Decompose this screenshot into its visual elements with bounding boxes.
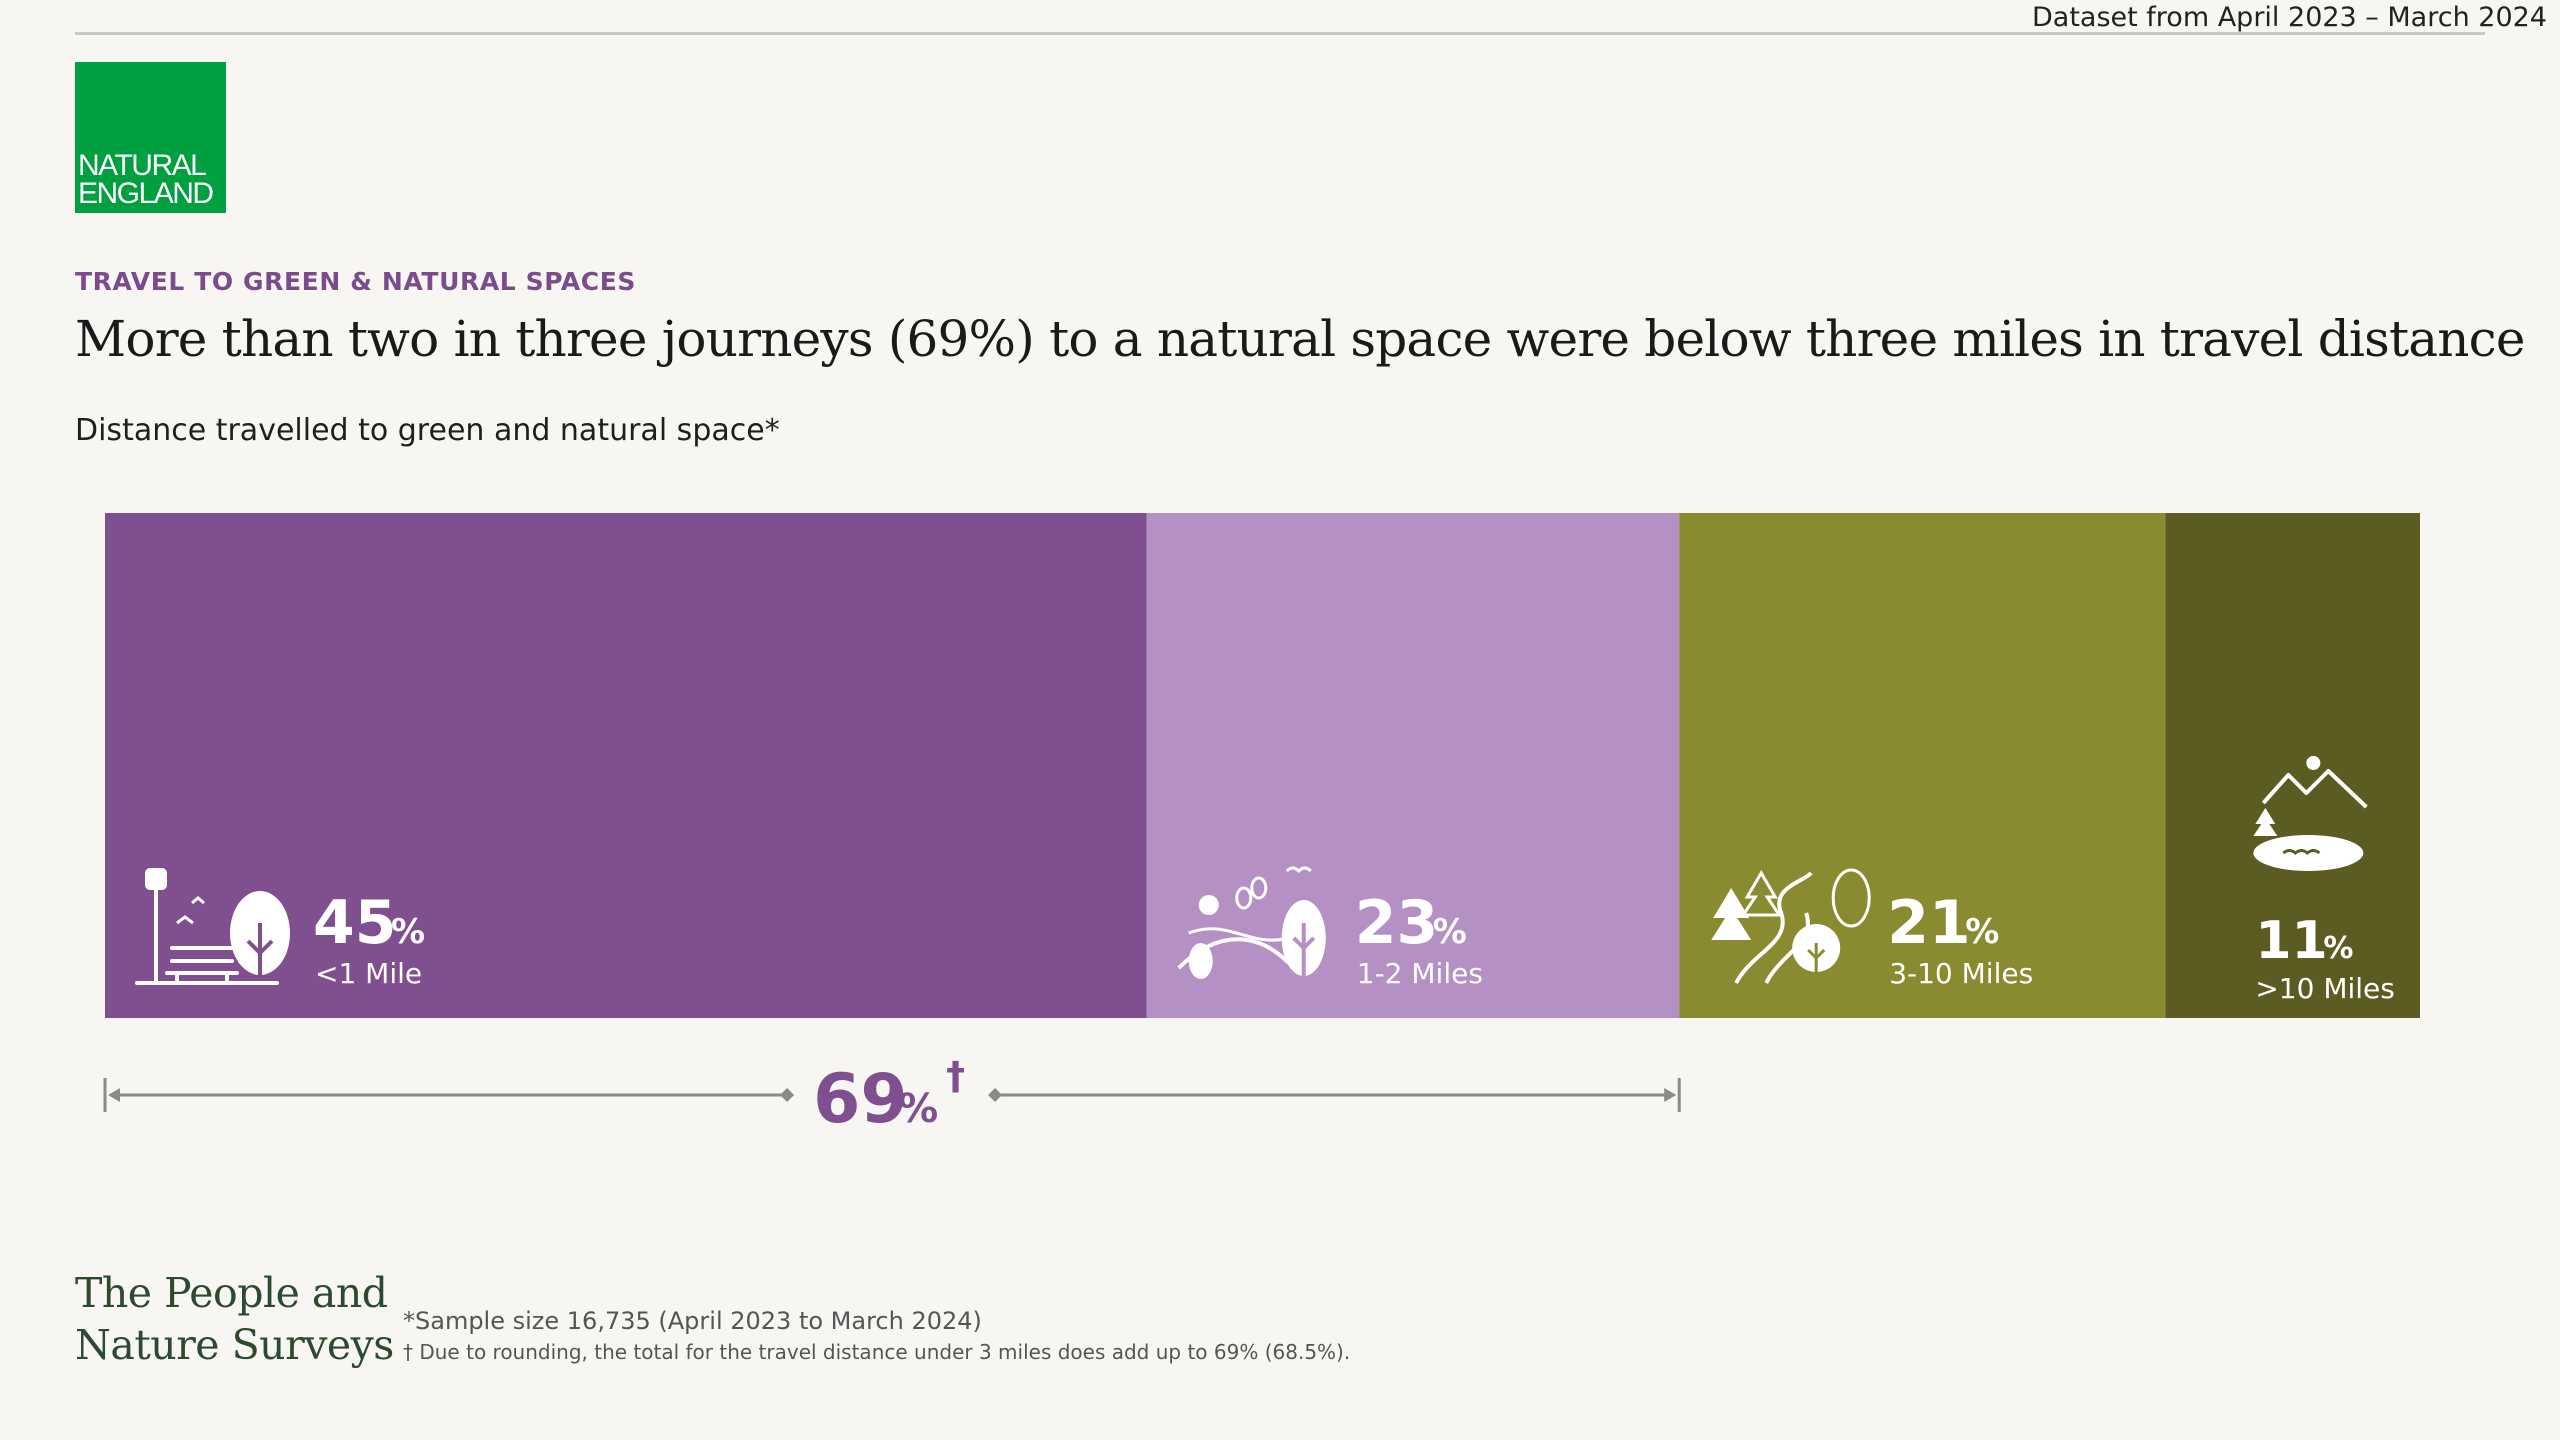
segment-unit: % xyxy=(1965,912,1999,952)
segment-unit: % xyxy=(391,912,425,952)
bar-segment-group: 11% >10 Miles xyxy=(2165,513,2420,1018)
logo-line-2: ENGLAND xyxy=(78,177,214,210)
park-bench-tree-icon xyxy=(135,868,290,985)
page-title: More than two in three journeys (69%) to… xyxy=(75,310,2525,368)
sample-size-note: *Sample size 16,735 (April 2023 to March… xyxy=(403,1307,982,1335)
bracket-unit: % xyxy=(898,1086,938,1132)
segment-unit: % xyxy=(1433,912,1467,952)
segment-label: <1 Mile xyxy=(315,957,422,990)
header-rule xyxy=(75,32,2485,35)
bracket-value: 69 xyxy=(813,1060,908,1139)
hills-trees-icon xyxy=(1177,866,1326,983)
bracket-dagger: † xyxy=(946,1054,965,1098)
survey-title-line-2: Nature Surveys xyxy=(75,1321,394,1369)
natural-england-logo: NATURAL ENGLAND xyxy=(75,62,226,213)
segment-label: >10 Miles xyxy=(2255,972,2395,1005)
bar-segment xyxy=(2165,513,2420,1018)
segment-label: 1-2 Miles xyxy=(1357,957,1483,990)
segment-unit: % xyxy=(2323,931,2353,966)
survey-title: The People and Nature Surveys xyxy=(75,1267,394,1371)
segment-label: 3-10 Miles xyxy=(1889,957,2033,990)
logo-line-1: NATURAL xyxy=(78,149,207,182)
segment-value: 23 xyxy=(1355,888,1439,958)
section-kicker: TRAVEL TO GREEN & NATURAL SPACES xyxy=(75,267,637,296)
mountain-lake-icon xyxy=(2253,756,2368,871)
bar-segment-group: 21% 3-10 Miles xyxy=(1679,513,2166,1018)
bracket-69-percent: 69%† xyxy=(103,1054,1681,1139)
segment-value: 45 xyxy=(313,888,397,958)
dataset-date-range: Dataset from April 2023 – March 2024 xyxy=(2031,2,2547,33)
bar-segment-group: 23% 1-2 Miles xyxy=(1146,513,1680,1018)
bar-segment-group: 45% <1 Mile xyxy=(105,513,1147,1018)
survey-title-line-1: The People and xyxy=(75,1269,388,1317)
segment-value: 11 xyxy=(2255,911,2327,971)
chart-subtitle: Distance travelled to green and natural … xyxy=(75,413,780,448)
bar-segment xyxy=(1679,513,2166,1018)
forest-path-icon xyxy=(1711,868,1871,984)
segment-value: 21 xyxy=(1887,888,1971,958)
rounding-note: † Due to rounding, the total for the tra… xyxy=(403,1340,1351,1364)
